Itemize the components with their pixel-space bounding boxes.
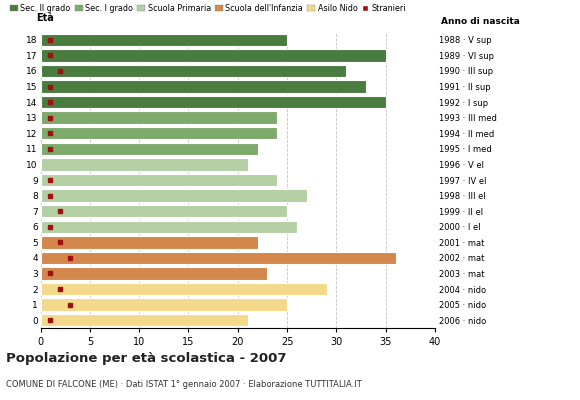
Bar bbox=[41, 80, 366, 93]
Bar bbox=[41, 283, 327, 295]
Bar bbox=[41, 174, 277, 186]
Bar bbox=[41, 112, 277, 124]
Bar bbox=[41, 298, 287, 311]
Bar bbox=[41, 267, 267, 280]
Text: COMUNE DI FALCONE (ME) · Dati ISTAT 1° gennaio 2007 · Elaborazione TUTTITALIA.IT: COMUNE DI FALCONE (ME) · Dati ISTAT 1° g… bbox=[6, 380, 361, 389]
Bar bbox=[41, 158, 248, 171]
Legend: Sec. II grado, Sec. I grado, Scuola Primaria, Scuola dell'Infanzia, Asilo Nido, : Sec. II grado, Sec. I grado, Scuola Prim… bbox=[10, 4, 407, 13]
Bar bbox=[41, 34, 287, 46]
Bar bbox=[41, 220, 297, 233]
Bar bbox=[41, 236, 258, 248]
Bar bbox=[41, 65, 346, 77]
Bar bbox=[41, 127, 277, 140]
Text: Anno di nascita: Anno di nascita bbox=[441, 17, 520, 26]
Text: Popolazione per età scolastica - 2007: Popolazione per età scolastica - 2007 bbox=[6, 352, 287, 365]
Bar bbox=[41, 252, 396, 264]
Bar bbox=[41, 189, 307, 202]
Text: Età: Età bbox=[36, 13, 53, 23]
Bar bbox=[41, 49, 386, 62]
Bar bbox=[41, 205, 287, 217]
Bar bbox=[41, 143, 258, 155]
Bar bbox=[41, 96, 386, 108]
Bar bbox=[41, 314, 248, 326]
